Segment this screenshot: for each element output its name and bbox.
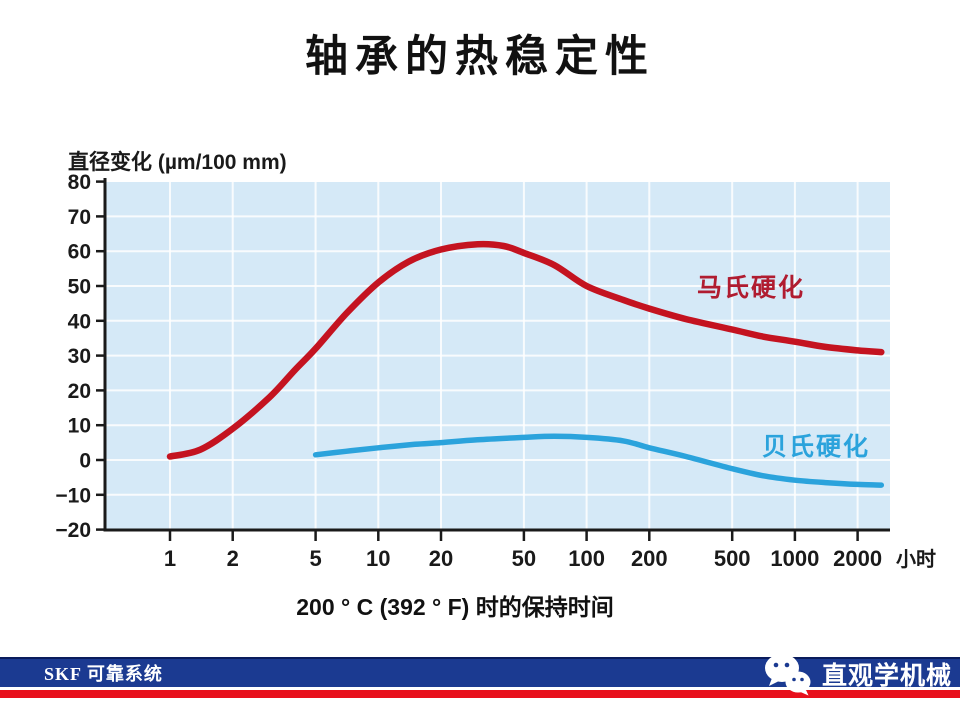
x-tick-label: 100 xyxy=(568,546,605,571)
x-tick-label: 10 xyxy=(366,546,390,571)
y-tick-label: 30 xyxy=(68,345,91,368)
y-tick-label: 80 xyxy=(68,171,91,194)
footer-brand: SKF 可靠系统 xyxy=(44,664,163,684)
wechat-label: 直观学机械 xyxy=(821,662,952,690)
x-tick-label: 5 xyxy=(309,546,321,571)
y-tick-label: 0 xyxy=(79,450,91,473)
x-tick-label: 500 xyxy=(714,546,751,571)
y-tick-label: 60 xyxy=(68,241,91,264)
x-tick-label: 50 xyxy=(512,546,536,571)
y-tick-label: 20 xyxy=(68,380,91,403)
y-axis-title: 直径变化 (µm/100 mm) xyxy=(68,151,287,174)
x-tick-label: 1 xyxy=(164,546,176,571)
series-label-bainite: 贝氏硬化 xyxy=(762,433,870,461)
y-tick-label: 70 xyxy=(68,206,91,229)
series-label-martensite: 马氏硬化 xyxy=(697,274,805,302)
y-tick-label: 50 xyxy=(68,276,91,299)
page-title: 轴承的热稳定性 xyxy=(305,34,655,81)
y-tick-label: 10 xyxy=(68,415,91,438)
footer-red-stripe xyxy=(0,690,960,698)
x-axis-unit: 小时 xyxy=(896,548,936,571)
y-tick-label: 40 xyxy=(68,310,91,333)
x-axis-caption: 200 ° C (392 ° F) 时的保持时间 xyxy=(296,594,614,620)
x-tick-label: 2000 xyxy=(833,546,882,571)
wechat-icon xyxy=(764,654,811,696)
x-tick-label: 1000 xyxy=(770,546,819,571)
y-tick-label: −10 xyxy=(55,484,91,507)
x-tick-label: 2 xyxy=(227,546,239,571)
curve-martensite xyxy=(166,240,885,460)
y-tick-label: −20 xyxy=(55,519,91,542)
curve-bainite xyxy=(312,433,885,488)
x-tick-label: 20 xyxy=(429,546,453,571)
wechat-branding: 直观学机械 xyxy=(762,652,952,696)
x-tick-label: 200 xyxy=(631,546,668,571)
